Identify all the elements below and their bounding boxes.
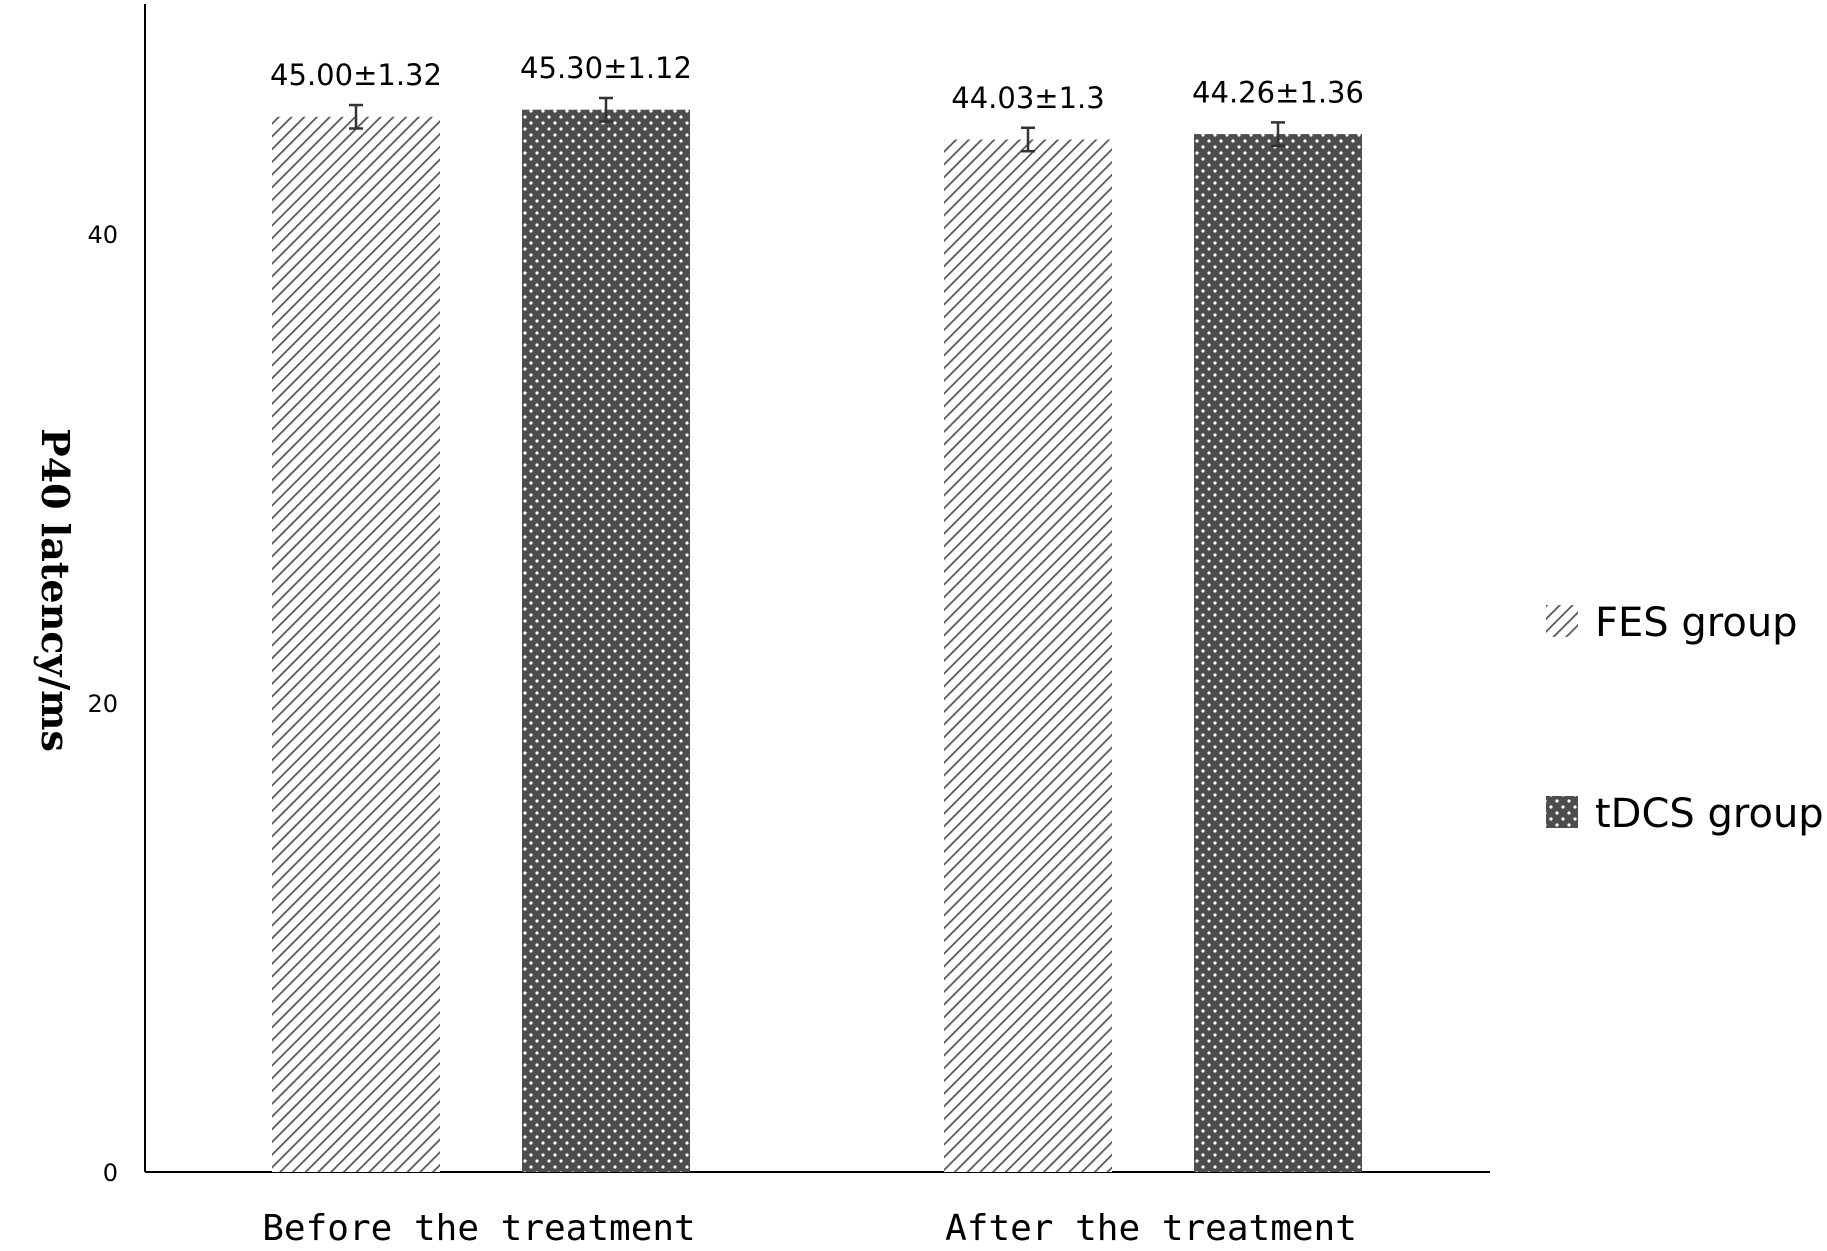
- legend-label-fes: FES group: [1595, 600, 1798, 646]
- legend-swatch-fes: [1546, 605, 1578, 637]
- error-bar: [349, 103, 363, 130]
- error-bar: [1021, 126, 1035, 153]
- bar-fes: [272, 116, 440, 1172]
- error-bar: [1271, 121, 1285, 148]
- legend-label-tdcs: tDCS group: [1595, 791, 1824, 837]
- error-bars: [349, 96, 1285, 153]
- bar-tdcs: [1194, 134, 1362, 1172]
- category-label: After the treatment: [945, 1208, 1357, 1249]
- bar-fes: [944, 139, 1112, 1173]
- category-labels: Before the treatment After the treatment: [262, 1208, 1357, 1249]
- legend: FES group tDCS group: [1546, 600, 1824, 837]
- data-label: 44.26±1.36: [1192, 75, 1364, 109]
- data-labels: 45.00±1.32 45.30±1.12 44.03±1.3 44.26±1.36: [270, 51, 1364, 115]
- legend-swatch-tdcs: [1546, 796, 1578, 828]
- error-bar: [599, 96, 613, 123]
- data-label: 45.30±1.12: [520, 51, 692, 85]
- y-tick-label: 40: [87, 221, 118, 249]
- category-label: Before the treatment: [262, 1208, 695, 1249]
- y-tick-labels: 0 20 40: [87, 221, 118, 1187]
- y-tick-label: 0: [103, 1159, 118, 1187]
- bars: [272, 109, 1362, 1173]
- data-label: 44.03±1.3: [951, 81, 1104, 115]
- y-axis-title: P40 latency/ms: [33, 428, 78, 752]
- bar-tdcs: [522, 109, 690, 1173]
- data-label: 45.00±1.32: [270, 58, 442, 92]
- y-tick-label: 20: [87, 690, 118, 718]
